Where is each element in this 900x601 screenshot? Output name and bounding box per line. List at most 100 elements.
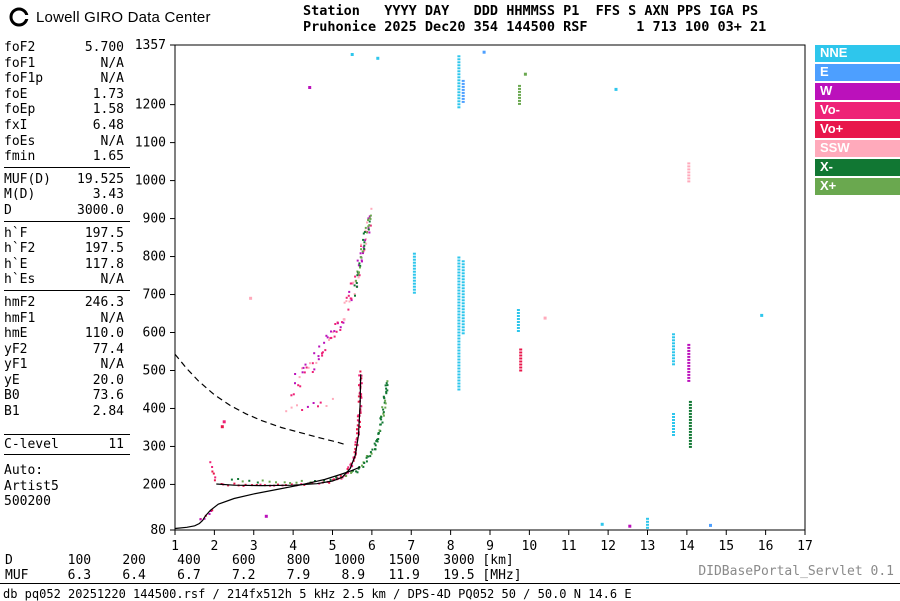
rfi-mark xyxy=(687,177,691,180)
rfi-mark xyxy=(519,366,523,369)
echo-dot xyxy=(367,455,370,458)
rfi-mark xyxy=(461,320,465,323)
rfi-mark xyxy=(672,422,675,424)
rfi-mark xyxy=(457,70,461,73)
stray-echo-dot xyxy=(249,296,253,300)
rfi-mark xyxy=(457,364,461,367)
echo-dot xyxy=(364,226,367,229)
echo-dot xyxy=(292,393,295,396)
echo-dot xyxy=(355,282,358,284)
rfi-mark xyxy=(687,358,691,361)
echo-dot xyxy=(360,393,363,396)
echo-dot xyxy=(295,481,298,484)
rfi-mark xyxy=(516,312,520,314)
echo-dot xyxy=(354,447,357,450)
rfi-mark xyxy=(457,73,461,76)
rfi-mark xyxy=(461,326,465,329)
parameter-group: C-level 11 xyxy=(4,433,130,456)
parameter-value: 5.700 xyxy=(84,40,124,55)
echo-dot xyxy=(360,377,363,380)
echo-dot xyxy=(305,366,308,369)
echo-dot xyxy=(374,448,376,451)
rfi-mark xyxy=(519,351,523,354)
rfi-mark xyxy=(461,329,465,332)
rfi-mark xyxy=(516,327,520,329)
echo-dot xyxy=(314,480,316,482)
echo-dot xyxy=(382,408,385,411)
echo-dot xyxy=(353,451,356,454)
echo-dot xyxy=(363,231,366,233)
stray-echo-dot xyxy=(628,524,632,528)
echo-dot xyxy=(325,334,328,337)
rfi-mark xyxy=(457,259,461,262)
legend-item-vo: Vo- xyxy=(815,102,900,119)
y-tick-label: 500 xyxy=(143,363,166,378)
parameter-label: fmin xyxy=(4,149,36,165)
rfi-mark xyxy=(461,281,465,284)
parameter-value: 197.5 xyxy=(84,241,124,257)
rfi-mark xyxy=(461,302,465,305)
rfi-mark xyxy=(687,162,691,165)
echo-dot xyxy=(203,517,206,520)
echo-dot xyxy=(356,437,359,440)
rfi-mark xyxy=(457,58,461,61)
rfi-mark xyxy=(687,168,691,171)
rfi-mark xyxy=(457,340,461,343)
rfi-mark xyxy=(687,171,691,174)
parameter-label: MUF(D) xyxy=(4,171,51,187)
rfi-mark xyxy=(457,94,461,97)
rfi-mark xyxy=(646,520,649,523)
echo-dot xyxy=(359,370,362,373)
echo-dot xyxy=(199,518,202,521)
echo-dot xyxy=(356,432,359,435)
rfi-mark xyxy=(412,276,416,279)
y-tick-label: 700 xyxy=(143,288,166,303)
parameter-label: foF2 xyxy=(4,40,36,55)
rfi-mark xyxy=(457,301,461,304)
echo-dot xyxy=(367,217,370,220)
echo-dot xyxy=(259,483,262,486)
echo-dot xyxy=(339,326,342,329)
rfi-mark xyxy=(687,364,691,367)
rfi-mark xyxy=(646,526,649,529)
echo-dot xyxy=(365,456,368,459)
parameter-label: B1 xyxy=(4,404,20,420)
rfi-mark xyxy=(457,286,461,289)
giro-logo-link[interactable]: Lowell GIRO Data Center xyxy=(8,6,211,28)
x-tick-label: 14 xyxy=(679,539,695,550)
echo-dot xyxy=(386,389,389,392)
echo-dot xyxy=(336,476,339,479)
echo-dot xyxy=(359,264,362,267)
echo-dot xyxy=(318,345,321,348)
echo-dot xyxy=(275,481,277,484)
echo-dot xyxy=(379,423,382,426)
parameter-row: MUF(D) 19.525 xyxy=(4,172,130,188)
rfi-mark xyxy=(461,290,465,293)
legend-item-vo: Vo+ xyxy=(815,121,900,138)
rfi-mark xyxy=(688,445,692,448)
parameter-value: N/A xyxy=(100,272,124,288)
parameter-row: D 3000.0 xyxy=(4,203,130,219)
parameter-row: Auto: xyxy=(4,463,130,479)
rfi-mark xyxy=(688,412,692,415)
echo-dot xyxy=(330,336,333,339)
rfi-mark xyxy=(687,165,691,168)
rfi-mark xyxy=(457,379,461,382)
echo-dot xyxy=(321,351,324,354)
echo-dot xyxy=(230,478,233,481)
echo-dot xyxy=(368,220,371,223)
parameter-row: foEs N/A xyxy=(4,134,130,150)
parameter-row: h`Es N/A xyxy=(4,272,130,288)
rfi-mark xyxy=(461,323,465,326)
rfi-mark xyxy=(457,97,461,100)
legend-label: Vo- xyxy=(820,102,840,117)
rfi-mark xyxy=(461,82,465,85)
parameter-label: h`Es xyxy=(4,272,36,288)
rfi-mark xyxy=(457,313,461,316)
rfi-mark xyxy=(688,400,692,403)
echo-dot xyxy=(356,285,358,288)
echo-dot xyxy=(362,246,365,249)
rfi-mark xyxy=(461,296,465,299)
parameter-label: yF1 xyxy=(4,357,28,373)
echo-dot xyxy=(277,483,279,486)
